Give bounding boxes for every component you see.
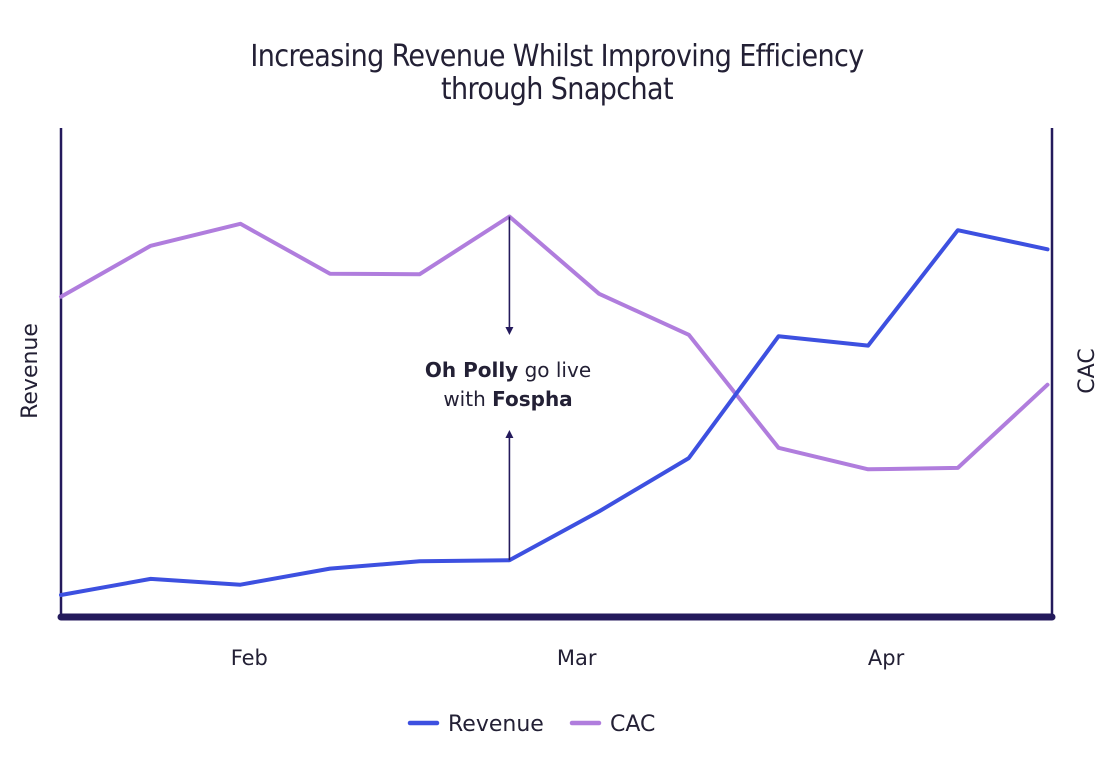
series-line-cac bbox=[59, 214, 1050, 472]
y-axis-label-right: CAC bbox=[1075, 348, 1100, 393]
x-tick-label-feb: Feb bbox=[231, 646, 268, 670]
series-line-revenue bbox=[59, 228, 1050, 597]
annotation-line-2-normal: with bbox=[443, 387, 492, 411]
chart-title-line-1: Increasing Revenue Whilst Improving Effi… bbox=[250, 39, 864, 74]
legend: Revenue CAC bbox=[407, 712, 655, 737]
annotation-line-2: with Fospha bbox=[443, 387, 572, 411]
annotation-line-2-bold: Fospha bbox=[492, 387, 573, 411]
x-tick-label-mar: Mar bbox=[557, 646, 597, 670]
y-axis-label-left: Revenue bbox=[18, 323, 43, 419]
x-tick-labels: Feb Mar Apr bbox=[231, 646, 905, 670]
legend-label-cac: CAC bbox=[610, 712, 655, 737]
x-tick-label-apr: Apr bbox=[868, 646, 905, 670]
annotation-line-1-normal: go live bbox=[518, 358, 591, 382]
annotation-arrow-down bbox=[505, 216, 514, 335]
legend-label-revenue: Revenue bbox=[448, 712, 544, 737]
annotation-line-1: Oh Polly go live bbox=[425, 358, 591, 382]
chart-title-line-2: through Snapchat bbox=[441, 72, 673, 107]
annotation-arrow-up bbox=[505, 430, 514, 561]
annotation-line-1-bold: Oh Polly bbox=[425, 358, 518, 382]
